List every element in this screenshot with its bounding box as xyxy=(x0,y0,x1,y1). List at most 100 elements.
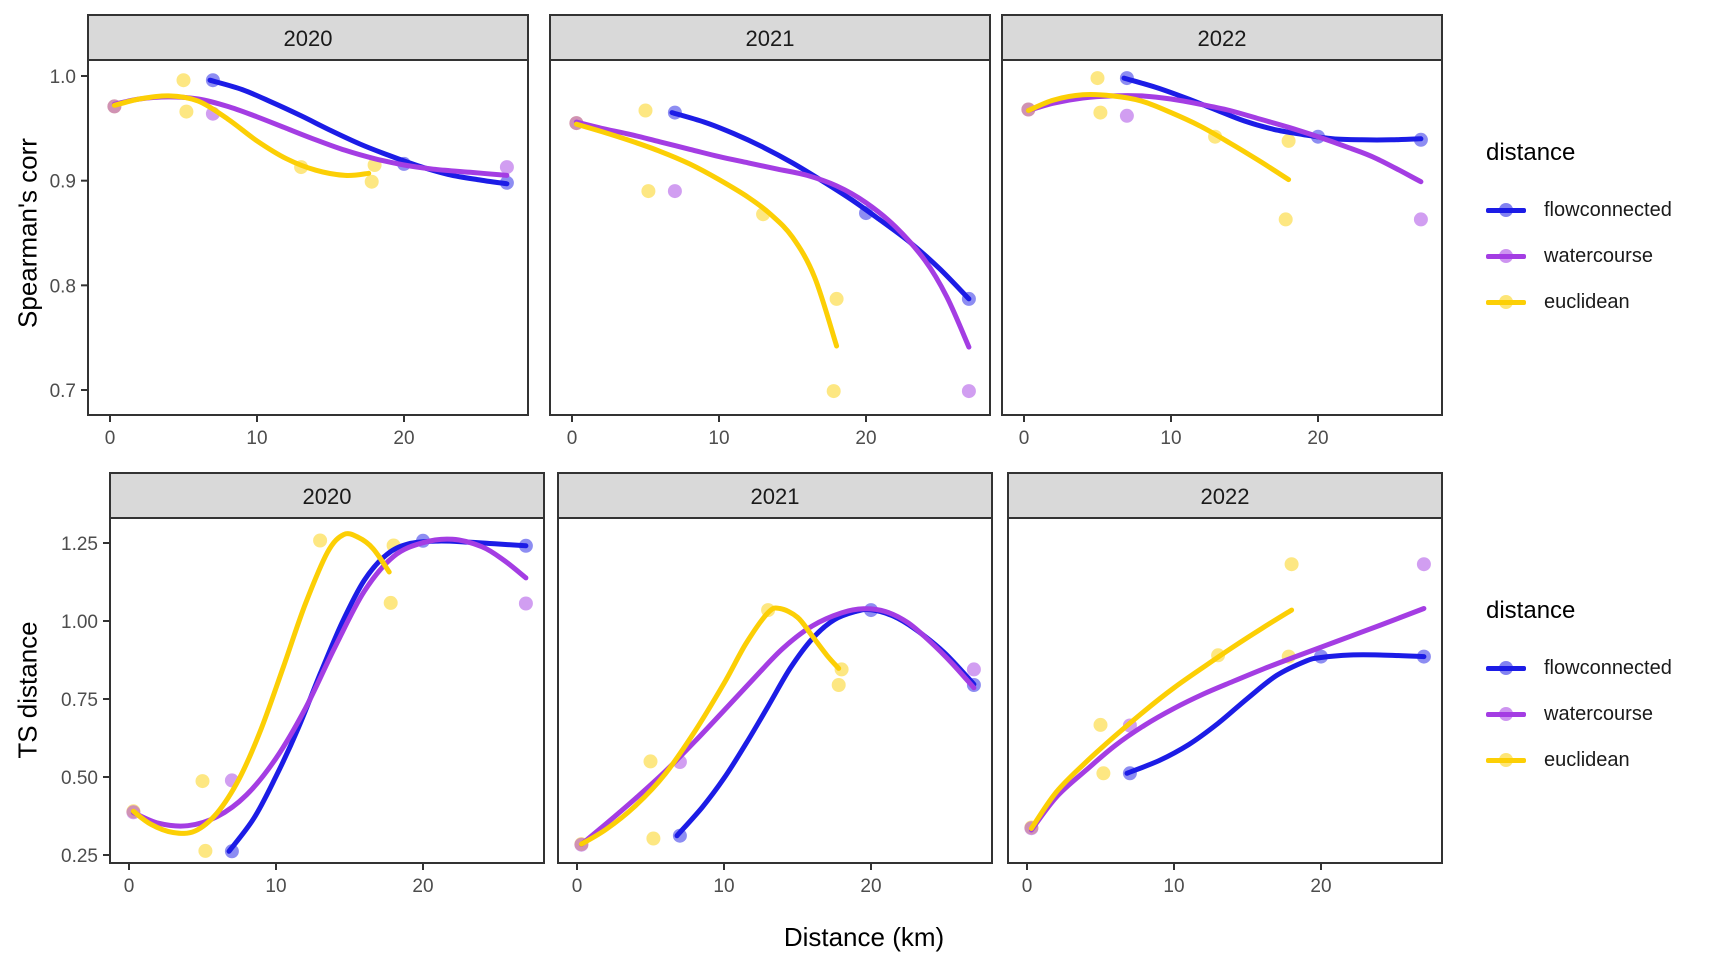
smooth-line-euclidean xyxy=(1028,607,1295,831)
data-point-euclidean xyxy=(641,184,656,199)
data-point-watercourse xyxy=(961,384,976,399)
facet-strip-label-2021: 2021 xyxy=(751,484,800,509)
x-tick-label: 0 xyxy=(105,428,116,449)
smooth-line-flowconnected xyxy=(1121,75,1424,143)
x-tick-label: 10 xyxy=(1160,428,1181,449)
y-tick-label: 0.9 xyxy=(50,172,76,193)
panel-2022 xyxy=(1007,517,1443,864)
data-point-euclidean xyxy=(1281,133,1296,148)
x-tick-label: 20 xyxy=(1307,428,1328,449)
legend-item-euclidean: euclidean xyxy=(1486,737,1672,783)
data-point-euclidean xyxy=(638,103,653,118)
x-tick-label: 20 xyxy=(860,876,881,897)
watercourse-key-icon xyxy=(1486,707,1526,722)
x-tick-label: 20 xyxy=(855,428,876,449)
x-tick-label: 0 xyxy=(1019,428,1030,449)
y-tick-label: 0.50 xyxy=(61,768,98,789)
y-tick-label: 1.00 xyxy=(61,612,98,633)
data-point-euclidean xyxy=(826,384,841,399)
y-tick-label: 0.25 xyxy=(61,846,98,867)
data-point-euclidean xyxy=(364,174,379,189)
flowconnected-key-icon xyxy=(1486,661,1526,676)
smooth-line-flowconnected xyxy=(207,77,510,187)
data-point-euclidean xyxy=(1096,766,1111,781)
x-tick-label: 10 xyxy=(713,876,734,897)
x-tick-label: 10 xyxy=(708,428,729,449)
panel-2021 xyxy=(549,59,991,416)
facet-strip xyxy=(549,14,991,61)
x-tick-label: 0 xyxy=(1022,876,1033,897)
panel-2022 xyxy=(1001,59,1443,416)
data-point-watercourse xyxy=(1119,108,1134,123)
data-point-euclidean xyxy=(646,831,661,846)
smooth-line-euclidean xyxy=(578,605,842,847)
smooth-line-euclidean xyxy=(573,121,840,349)
data-point-euclidean xyxy=(1284,557,1299,572)
data-point-euclidean xyxy=(383,595,398,610)
data-point-watercourse xyxy=(667,184,682,199)
data-point-euclidean xyxy=(198,843,213,858)
euclidean-key-icon xyxy=(1486,295,1526,310)
legend-label-euclidean: euclidean xyxy=(1544,290,1630,313)
legend-bottom: distance flowconnected watercourse eucli… xyxy=(1486,596,1672,783)
panel-2020 xyxy=(87,59,529,416)
facet-strip-label-2022: 2022 xyxy=(1201,484,1250,509)
data-point-watercourse xyxy=(499,160,514,175)
x-tick-label: 10 xyxy=(246,428,267,449)
y-tick-label: 0.7 xyxy=(50,381,76,402)
data-point-watercourse xyxy=(1416,557,1431,572)
facet-strip-label-2022: 2022 xyxy=(1198,26,1247,51)
x-tick-label: 10 xyxy=(1163,876,1184,897)
facet-strip xyxy=(557,472,993,519)
x-tick-label: 20 xyxy=(412,876,433,897)
data-point-euclidean xyxy=(313,533,328,548)
data-point-watercourse xyxy=(966,662,981,677)
x-tick-label: 0 xyxy=(124,876,135,897)
legend-label-flowconnected: flowconnected xyxy=(1544,656,1672,679)
legend-top: distance flowconnected watercourse eucli… xyxy=(1486,138,1672,325)
y-tick-label: 0.75 xyxy=(61,690,98,711)
data-point-euclidean xyxy=(179,104,194,119)
smooth-line-watercourse xyxy=(1025,93,1424,185)
y-tick-label: 1.25 xyxy=(61,534,98,555)
facet-strip-label-2021: 2021 xyxy=(746,26,795,51)
legend-item-flowconnected: flowconnected xyxy=(1486,187,1672,233)
data-point-euclidean xyxy=(195,774,210,789)
data-point-watercourse xyxy=(518,596,533,611)
x-tick-label: 10 xyxy=(265,876,286,897)
euclidean-key-icon xyxy=(1486,753,1526,768)
smooth-line-euclidean xyxy=(1025,92,1292,183)
watercourse-key-icon xyxy=(1486,249,1526,264)
legend-item-watercourse: watercourse xyxy=(1486,233,1672,279)
data-point-euclidean xyxy=(176,73,191,88)
facet-strip xyxy=(1007,472,1443,519)
smooth-line-watercourse xyxy=(578,606,977,847)
y-tick-label: 0.8 xyxy=(50,276,76,297)
x-tick-label: 20 xyxy=(393,428,414,449)
legend-title: distance xyxy=(1486,139,1576,166)
legend-label-euclidean: euclidean xyxy=(1544,748,1630,771)
smooth-line-watercourse xyxy=(130,536,529,829)
data-point-euclidean xyxy=(643,754,658,769)
flowconnected-key-icon xyxy=(1486,203,1526,218)
legend-item-watercourse: watercourse xyxy=(1486,691,1672,737)
smooth-line-flowconnected xyxy=(1124,652,1427,776)
x-axis-title: Distance (km) xyxy=(783,922,945,952)
smooth-line-euclidean xyxy=(130,531,392,836)
data-point-euclidean xyxy=(831,678,846,692)
facet-strip xyxy=(87,14,529,61)
legend-item-flowconnected: flowconnected xyxy=(1486,645,1672,691)
data-point-euclidean xyxy=(829,291,844,306)
data-point-euclidean xyxy=(1278,212,1293,227)
facet-strip-label-2020: 2020 xyxy=(303,484,352,509)
data-point-euclidean xyxy=(1093,717,1108,732)
y-axis-title-ts-distance: TS distance xyxy=(12,621,43,759)
x-tick-label: 0 xyxy=(567,428,578,449)
x-tick-label: 20 xyxy=(1310,876,1331,897)
data-point-euclidean xyxy=(1093,105,1108,120)
legend-item-euclidean: euclidean xyxy=(1486,279,1672,325)
legend-label-watercourse: watercourse xyxy=(1544,702,1653,725)
legend-label-flowconnected: flowconnected xyxy=(1544,198,1672,221)
